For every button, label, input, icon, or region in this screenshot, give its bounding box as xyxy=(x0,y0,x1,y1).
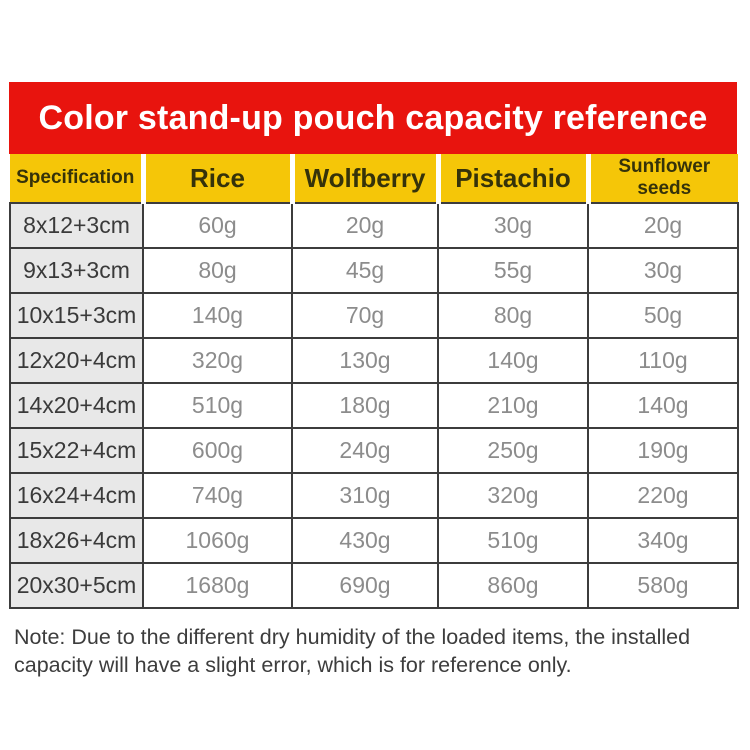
value-cell: 45g xyxy=(291,247,439,294)
spec-cell: 16x24+4cm xyxy=(9,472,144,519)
page-title: Color stand-up pouch capacity reference xyxy=(38,98,708,137)
value-cell: 140g xyxy=(142,292,293,339)
value-cell: 310g xyxy=(291,472,439,519)
header-row: Specification Rice Wolfberry Pistachio Sunfl… xyxy=(10,154,738,203)
value-cell: 1060g xyxy=(142,517,293,564)
title-banner: Color stand-up pouch capacity reference xyxy=(9,82,737,154)
spec-cell: 10x15+3cm xyxy=(9,292,144,339)
value-cell: 320g xyxy=(142,337,293,384)
table-row: 20x30+5cm 1680g 690g 860g 580g xyxy=(9,562,739,609)
spec-cell: 18x26+4cm xyxy=(9,517,144,564)
table-row: 12x20+4cm 320g 130g 140g 110g xyxy=(9,337,739,384)
pouch-capacity-infographic: Color stand-up pouch capacity reference … xyxy=(9,82,739,678)
value-cell: 510g xyxy=(437,517,589,564)
value-cell: 250g xyxy=(437,427,589,474)
value-cell: 80g xyxy=(142,247,293,294)
spec-cell: 12x20+4cm xyxy=(9,337,144,384)
value-cell: 80g xyxy=(437,292,589,339)
value-cell: 510g xyxy=(142,382,293,429)
column-header-wolfberry: Wolfberry xyxy=(289,154,438,203)
value-cell: 140g xyxy=(587,382,739,429)
table-body: 8x12+3cm 60g 20g 30g 20g 9x13+3cm 80g 45g 55g 30g… xyxy=(9,202,739,609)
value-cell: 110g xyxy=(587,337,739,384)
value-cell: 140g xyxy=(437,337,589,384)
value-cell: 70g xyxy=(291,292,439,339)
value-cell: 340g xyxy=(587,517,739,564)
column-header-pistachio: Pistachio xyxy=(435,154,588,203)
value-cell: 690g xyxy=(291,562,439,609)
value-cell: 860g xyxy=(437,562,589,609)
value-cell: 30g xyxy=(587,247,739,294)
value-cell: 210g xyxy=(437,382,589,429)
value-cell: 20g xyxy=(587,202,739,249)
spec-cell: 20x30+5cm xyxy=(9,562,144,609)
table-row: 15x22+4cm 600g 240g 250g 190g xyxy=(9,427,739,474)
column-header-rice: Rice xyxy=(140,154,292,203)
column-header-sunflower-seeds: Sunflower seeds xyxy=(585,154,738,203)
table-row: 9x13+3cm 80g 45g 55g 30g xyxy=(9,247,739,294)
value-cell: 30g xyxy=(437,202,589,249)
value-cell: 740g xyxy=(142,472,293,519)
value-cell: 50g xyxy=(587,292,739,339)
spec-cell: 14x20+4cm xyxy=(9,382,144,429)
value-cell: 55g xyxy=(437,247,589,294)
value-cell: 220g xyxy=(587,472,739,519)
value-cell: 320g xyxy=(437,472,589,519)
value-cell: 130g xyxy=(291,337,439,384)
spec-cell: 8x12+3cm xyxy=(9,202,144,249)
table-row: 16x24+4cm 740g 310g 320g 220g xyxy=(9,472,739,519)
value-cell: 180g xyxy=(291,382,439,429)
note-text: Note: Due to the different dry humidity … xyxy=(14,625,691,678)
value-cell: 1680g xyxy=(142,562,293,609)
value-cell: 430g xyxy=(291,517,439,564)
table-row: 10x15+3cm 140g 70g 80g 50g xyxy=(9,292,739,339)
table-row: 14x20+4cm 510g 180g 210g 140g xyxy=(9,382,739,429)
spec-cell: 9x13+3cm xyxy=(9,247,144,294)
value-cell: 20g xyxy=(291,202,439,249)
column-header-specification: Specification xyxy=(10,154,143,203)
value-cell: 600g xyxy=(142,427,293,474)
spec-cell: 15x22+4cm xyxy=(9,427,144,474)
value-cell: 240g xyxy=(291,427,439,474)
table-row: 18x26+4cm 1060g 430g 510g 340g xyxy=(9,517,739,564)
value-cell: 60g xyxy=(142,202,293,249)
table-row: 8x12+3cm 60g 20g 30g 20g xyxy=(9,202,739,249)
value-cell: 580g xyxy=(587,562,739,609)
value-cell: 190g xyxy=(587,427,739,474)
capacity-table: Specification Rice Wolfberry Pistachio Sunfl… xyxy=(9,154,739,609)
